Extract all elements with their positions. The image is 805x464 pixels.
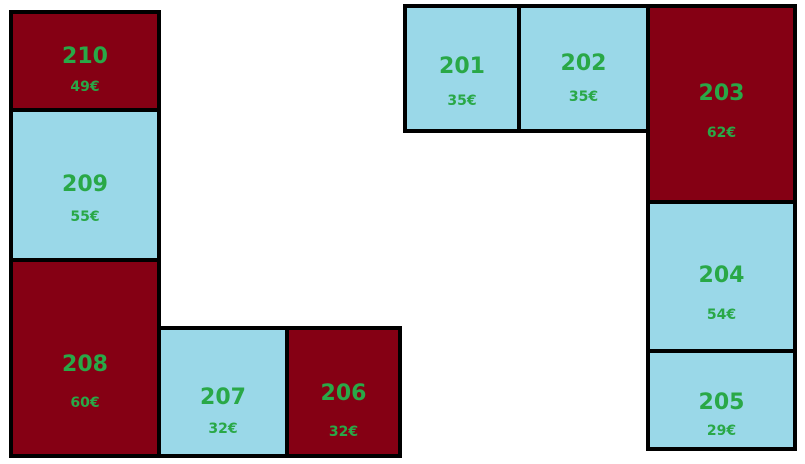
room-number: 205 — [698, 390, 745, 415]
room-209[interactable]: 209 55€ — [9, 108, 161, 262]
room-number: 206 — [320, 381, 367, 406]
room-number: 208 — [62, 352, 108, 377]
room-price: 32€ — [208, 421, 238, 437]
room-price: 54€ — [706, 307, 737, 323]
room-number: 204 — [698, 263, 745, 288]
room-price: 62€ — [706, 125, 737, 141]
room-number: 210 — [62, 44, 108, 69]
room-price: 32€ — [328, 424, 359, 440]
room-number: 201 — [439, 54, 485, 79]
room-number: 209 — [62, 172, 108, 197]
room-price: 55€ — [70, 209, 100, 225]
room-number: 203 — [698, 81, 745, 106]
room-204[interactable]: 204 54€ — [646, 200, 797, 353]
room-202[interactable]: 202 35€ — [517, 4, 650, 133]
room-price: 60€ — [70, 395, 100, 411]
room-210[interactable]: 210 49€ — [9, 10, 161, 112]
room-205[interactable]: 205 29€ — [646, 349, 797, 451]
room-number: 202 — [560, 51, 607, 76]
room-207[interactable]: 207 32€ — [157, 326, 289, 458]
room-price: 35€ — [568, 89, 599, 105]
room-price: 35€ — [447, 93, 477, 109]
room-number: 207 — [200, 385, 246, 410]
room-206[interactable]: 206 32€ — [285, 326, 402, 458]
room-201[interactable]: 201 35€ — [403, 4, 521, 133]
room-203[interactable]: 203 62€ — [646, 4, 797, 204]
room-price: 29€ — [706, 423, 737, 439]
room-price: 49€ — [70, 79, 100, 95]
room-208[interactable]: 208 60€ — [9, 258, 161, 458]
